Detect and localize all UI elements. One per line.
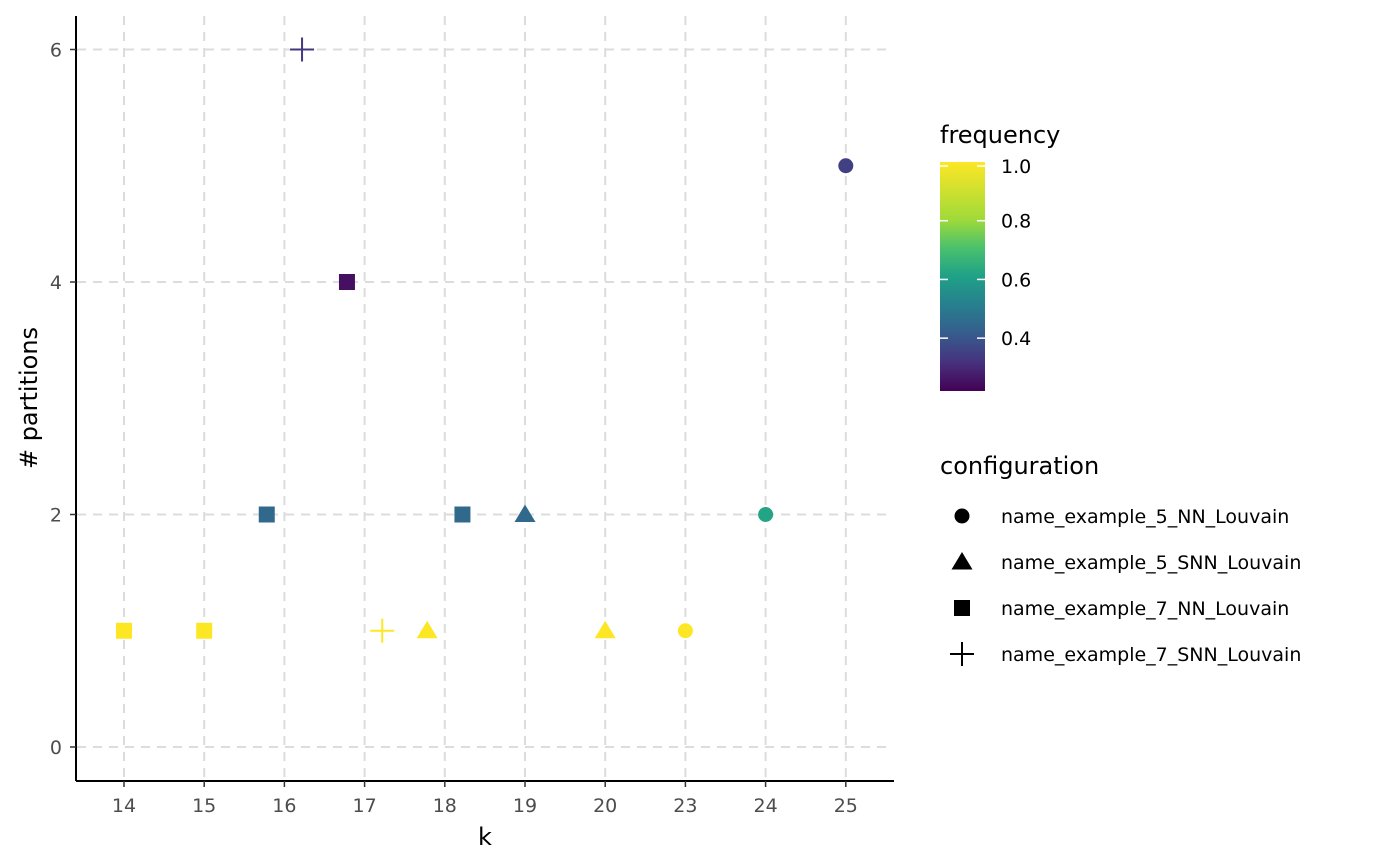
data-point — [454, 506, 471, 523]
shape-legend-label: name_example_5_NN_Louvain — [1001, 506, 1289, 528]
x-tick-label: 17 — [353, 795, 377, 817]
x-tick-label: 15 — [192, 795, 216, 817]
colorbar-tick-label: 0.8 — [1001, 211, 1031, 233]
shape-legend-entry: name_example_5_SNN_Louvain — [951, 552, 1301, 574]
shape-legend-entry: name_example_5_NN_Louvain — [954, 506, 1289, 528]
shape-legend-label: name_example_7_SNN_Louvain — [1001, 644, 1301, 666]
y-tick-label: 0 — [50, 737, 62, 759]
y-tick-label: 6 — [50, 40, 62, 62]
x-tick-label: 20 — [593, 795, 617, 817]
shape-legend: configuration name_example_5_NN_Louvainn… — [940, 452, 1301, 666]
x-axis-title: k — [478, 823, 492, 851]
data-point — [416, 620, 438, 639]
shape-legend-label: name_example_5_SNN_Louvain — [1001, 552, 1301, 574]
shape-legend-key-triangle — [951, 552, 973, 570]
colorbar-gradient — [940, 162, 985, 391]
data-point — [594, 620, 616, 639]
data-point — [370, 618, 395, 643]
colorbar-title: frequency — [940, 121, 1060, 149]
shape-legend-entry: name_example_7_SNN_Louvain — [950, 642, 1301, 666]
grid-lines — [77, 16, 886, 780]
colorbar-legend: frequency 0.4 0.6 0.8 1.0 — [940, 121, 1060, 391]
data-points — [116, 37, 854, 643]
shape-legend-entry: name_example_7_NN_Louvain — [954, 598, 1289, 620]
x-tick-label: 25 — [834, 795, 858, 817]
colorbar-tick-label: 0.4 — [1001, 328, 1031, 350]
x-tick-label: 23 — [673, 795, 697, 817]
colorbar-ticks: 0.4 0.6 0.8 1.0 — [940, 156, 1031, 350]
y-tick-label: 4 — [50, 272, 62, 294]
data-point — [116, 622, 132, 639]
y-axis-title: # partitions — [15, 327, 43, 469]
x-ticks: 14 15 16 17 18 19 20 23 24 25 — [112, 781, 858, 817]
y-ticks: 0 2 4 6 — [50, 40, 76, 759]
data-point — [196, 622, 213, 639]
x-tick-label: 16 — [272, 795, 296, 817]
x-tick-label: 14 — [112, 795, 136, 817]
shape-legend-key-square — [954, 600, 970, 616]
y-tick-label: 2 — [50, 505, 62, 527]
x-tick-label: 24 — [754, 795, 778, 817]
data-point — [838, 158, 854, 174]
data-point — [677, 623, 693, 639]
colorbar-tick-label: 1.0 — [1001, 156, 1031, 178]
data-point — [258, 506, 275, 523]
axes — [75, 16, 894, 782]
shape-legend-key-circle — [954, 508, 970, 524]
data-point — [338, 274, 355, 290]
data-point — [514, 504, 536, 522]
shape-legend-key-plus — [950, 642, 974, 666]
shape-legend-label: name_example_7_NN_Louvain — [1001, 598, 1289, 620]
data-point — [758, 507, 774, 522]
colorbar-tick-label: 0.6 — [1001, 269, 1031, 291]
x-tick-label: 18 — [433, 795, 457, 817]
x-tick-label: 19 — [513, 795, 537, 817]
shape-legend-title: configuration — [940, 452, 1099, 480]
data-point — [290, 37, 315, 62]
